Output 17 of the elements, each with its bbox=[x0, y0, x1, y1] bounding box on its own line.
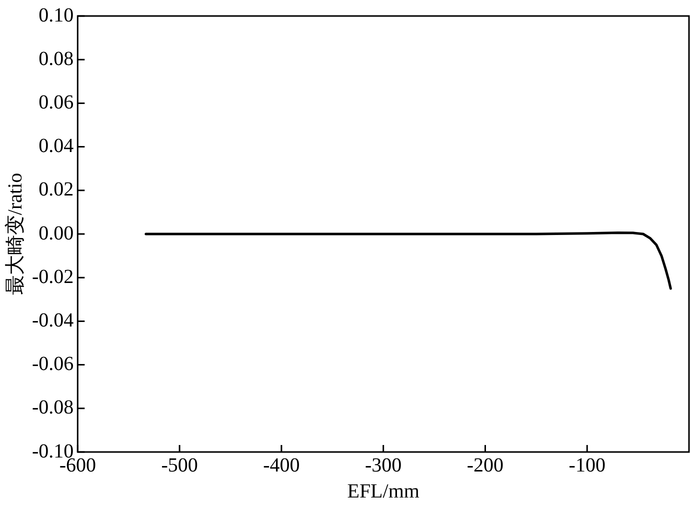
y-tick-label: 0.00 bbox=[38, 222, 74, 244]
x-tick-label: -100 bbox=[568, 454, 606, 476]
y-tick-label: 0.04 bbox=[38, 135, 74, 158]
y-axis-title: 最大畸变/ratio bbox=[4, 172, 26, 296]
x-axis-title: EFL/mm bbox=[347, 480, 420, 502]
y-tick-label: 0.08 bbox=[38, 48, 74, 70]
y-tick-label: -0.02 bbox=[32, 266, 74, 288]
y-tick-label: -0.08 bbox=[32, 396, 74, 419]
x-tick-label: -200 bbox=[466, 454, 504, 476]
y-tick-label: 0.10 bbox=[38, 4, 74, 26]
x-tick-label: -400 bbox=[263, 454, 300, 476]
y-tick-label: 0.02 bbox=[38, 178, 74, 201]
x-tick-label: -500 bbox=[161, 454, 198, 476]
x-tick-label: -300 bbox=[364, 454, 402, 476]
y-tick-label: -0.04 bbox=[32, 309, 74, 332]
y-tick-label: 0.06 bbox=[38, 91, 74, 114]
y-tick-label: -0.06 bbox=[32, 353, 74, 376]
